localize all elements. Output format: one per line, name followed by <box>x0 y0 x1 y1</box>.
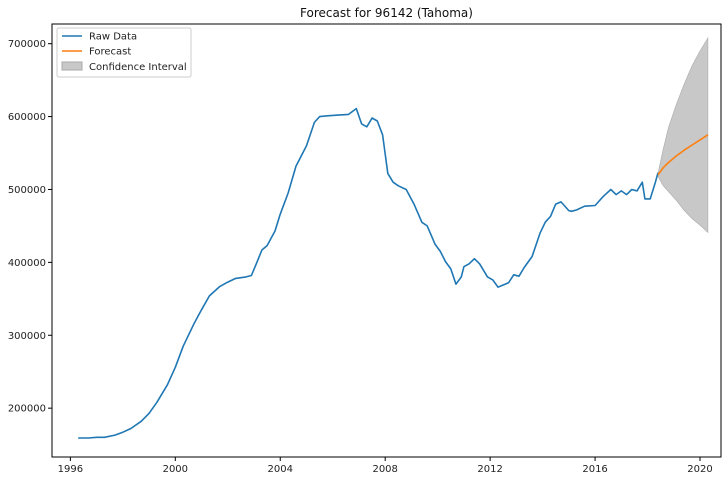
legend-confidence-interval-label: Confidence Interval <box>89 62 187 73</box>
legend-box <box>56 27 192 78</box>
legend-forecast-label: Forecast <box>89 47 131 58</box>
confidence-interval-layer <box>657 36 709 234</box>
y-axis: 200000 300000 400000 500000 600000 700000 <box>8 39 52 415</box>
axes-frame <box>51 23 722 458</box>
x-tick-label: 2000 <box>163 464 188 475</box>
x-tick-label: 2016 <box>582 464 607 475</box>
x-axis: 1996 2000 2004 2008 2012 2016 2020 <box>58 457 713 475</box>
y-tick-label: 400000 <box>8 258 46 269</box>
chart-title: Forecast for 96142 (Tahoma) <box>300 6 473 20</box>
confidence-interval-band <box>657 36 709 234</box>
forecast-line <box>657 134 709 176</box>
y-tick-label: 200000 <box>8 404 46 415</box>
y-tick-label: 700000 <box>8 39 46 50</box>
legend-raw-data-label: Raw Data <box>89 32 137 43</box>
x-tick-label: 2012 <box>477 464 502 475</box>
y-tick-label: 600000 <box>8 112 46 123</box>
x-tick-label: 1996 <box>58 464 83 475</box>
y-tick-label: 300000 <box>8 331 46 342</box>
raw-data-line <box>78 107 659 439</box>
series-layer <box>78 107 709 439</box>
legend-confidence-interval-swatch <box>61 61 83 71</box>
x-tick-label: 2020 <box>687 464 712 475</box>
y-tick-label: 500000 <box>8 185 46 196</box>
legend: Raw Data Forecast Confidence Interval <box>56 27 192 78</box>
x-tick-label: 2004 <box>268 464 293 475</box>
x-tick-label: 2008 <box>372 464 397 475</box>
